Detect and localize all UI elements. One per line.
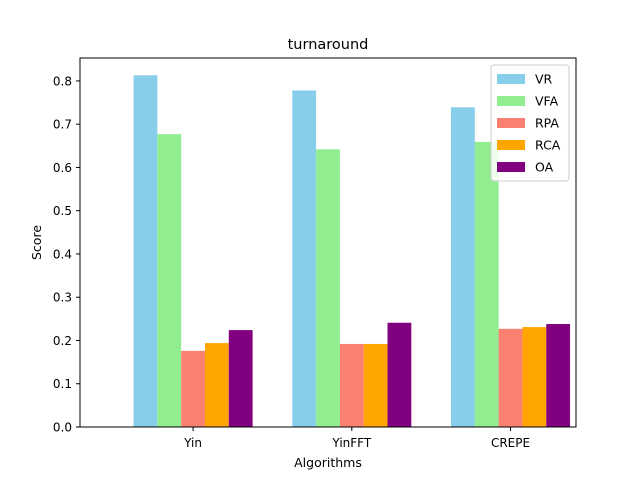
legend-label-rca: RCA	[535, 138, 561, 153]
bar-rpa-yinfft	[339, 343, 364, 427]
bar-vfa-yin	[157, 134, 182, 427]
x-tick-label-yin: Yin	[183, 436, 202, 450]
bar-rca-yin	[204, 343, 229, 427]
y-tick-label: 0.0	[53, 421, 72, 435]
legend-swatch-oa	[497, 162, 525, 172]
legend-swatch-rpa	[497, 118, 525, 128]
legend-swatch-vr	[497, 74, 525, 84]
bar-vr-crepe	[451, 107, 475, 427]
x-tick-label-crepe: CREPE	[491, 436, 530, 450]
legend-label-vfa: VFA	[535, 94, 559, 109]
bar-rpa-yin	[181, 350, 205, 427]
y-tick-label: 0.4	[53, 247, 72, 261]
y-axis-label: Score	[29, 225, 44, 260]
y-tick-label: 0.3	[53, 291, 72, 305]
bar-rca-crepe	[522, 327, 547, 427]
legend-frame	[490, 64, 570, 182]
y-tick-label: 0.8	[53, 74, 72, 88]
bar-rpa-crepe	[498, 328, 523, 427]
y-tick-label: 0.6	[53, 161, 72, 175]
bar-oa-crepe	[546, 324, 571, 427]
bar-vfa-crepe	[474, 141, 499, 428]
x-axis-label: Algorithms	[294, 455, 362, 470]
legend-swatch-vfa	[497, 96, 525, 106]
legend-label-rpa: RPA	[535, 116, 559, 131]
y-tick-label: 0.1	[53, 377, 72, 391]
x-tick-label-yinfft: YinFFT	[331, 436, 371, 450]
legend-label-oa: OA	[535, 160, 554, 175]
bar-vr-yinfft	[292, 90, 317, 427]
bar-vr-yin	[133, 75, 158, 428]
legend-label-vr: VR	[535, 72, 553, 87]
y-tick-label: 0.7	[53, 118, 72, 132]
y-tick-label: 0.5	[53, 204, 72, 218]
plot-frame	[79, 57, 577, 428]
bar-vfa-yinfft	[316, 149, 340, 427]
bar-oa-yin	[228, 330, 253, 427]
bar-oa-yinfft	[387, 322, 412, 427]
legend-swatch-rca	[497, 140, 525, 150]
bar-rca-yinfft	[363, 343, 388, 427]
legend: VR VFA RPA RCA OA	[490, 64, 570, 182]
y-tick-label: 0.2	[53, 334, 72, 348]
chart-title: turnaround	[288, 37, 369, 53]
